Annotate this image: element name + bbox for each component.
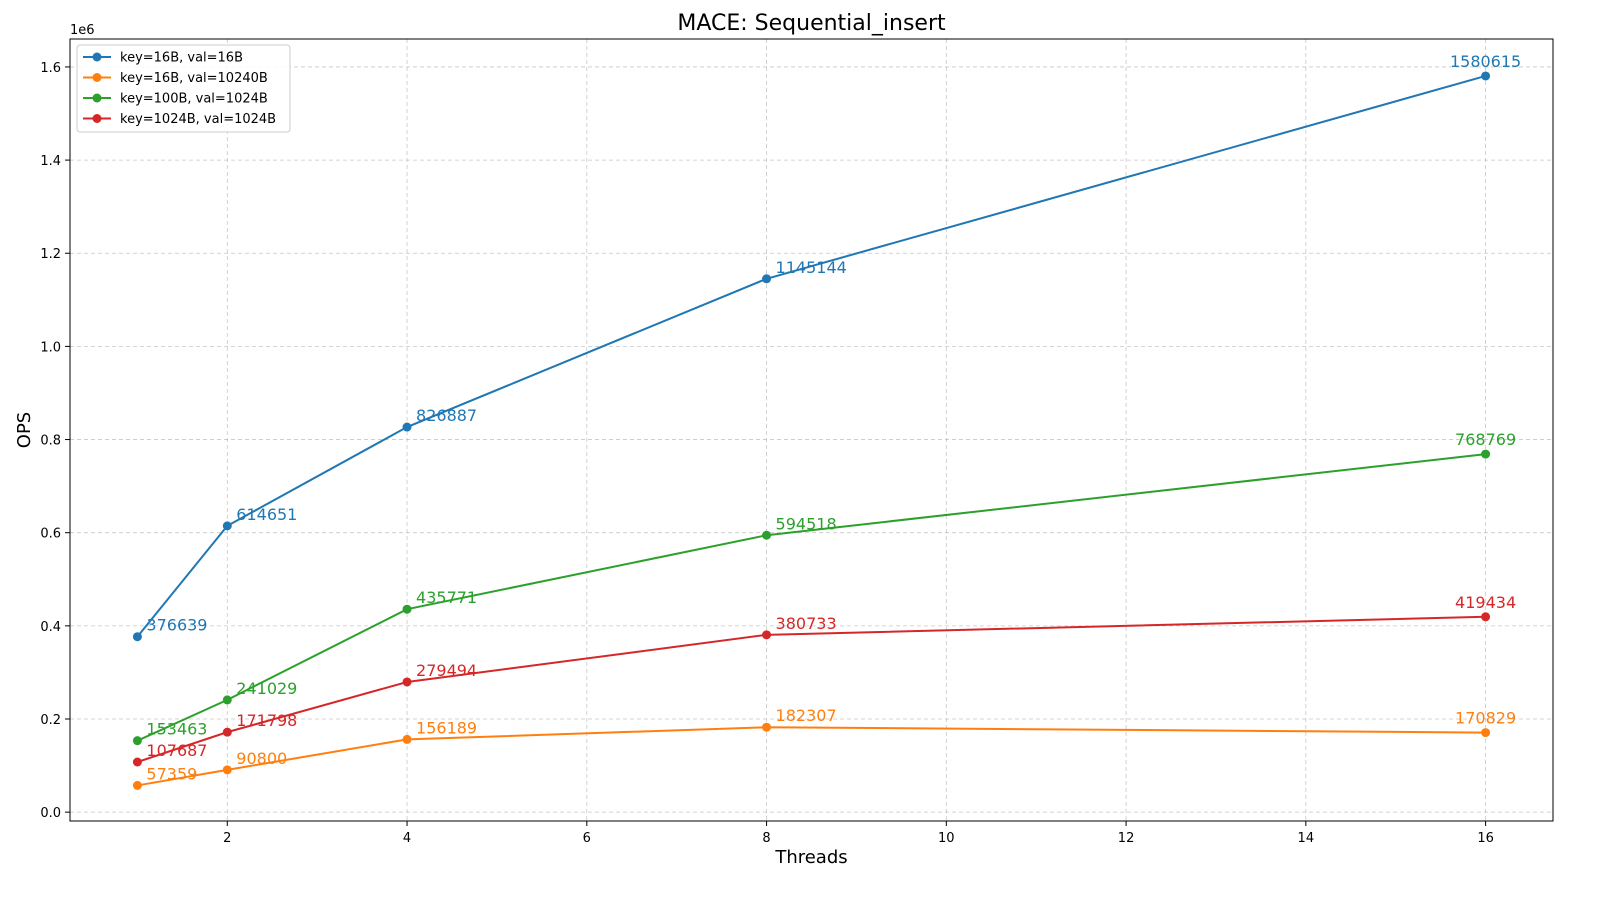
data-label: 826887 <box>416 406 477 425</box>
legend-label: key=1024B, val=1024B <box>120 112 276 127</box>
data-label: 153463 <box>146 720 207 739</box>
y-tick-label: 1.2 <box>40 247 61 262</box>
data-point <box>132 632 142 642</box>
data-point <box>222 521 232 531</box>
y-axis-offset-text: 1e6 <box>70 23 95 38</box>
data-label: 419434 <box>1455 593 1516 612</box>
y-tick-label: 1.0 <box>40 340 61 355</box>
data-label: 376639 <box>146 616 207 635</box>
data-point <box>762 722 772 732</box>
data-point <box>1481 449 1491 459</box>
series-1: 57359 90800 156189 182307 170829 <box>132 706 1516 790</box>
data-point <box>222 765 232 775</box>
x-tick-label: 14 <box>1298 831 1315 846</box>
legend-marker <box>92 114 102 123</box>
data-label: 182307 <box>776 706 837 725</box>
data-label: 380733 <box>776 614 837 633</box>
data-point <box>402 677 412 687</box>
y-axis-label: OPS <box>14 412 35 448</box>
legend-label: key=100B, val=1024B <box>120 92 268 107</box>
data-label: 107687 <box>146 741 207 760</box>
data-label: 170829 <box>1455 709 1516 728</box>
data-label: 1580615 <box>1450 52 1521 71</box>
x-tick-label: 16 <box>1477 831 1494 846</box>
y-tick-label: 0.6 <box>40 527 61 542</box>
data-label: 241029 <box>236 679 297 698</box>
legend-box <box>76 44 291 133</box>
y-tick-label: 0.0 <box>40 806 61 821</box>
data-point <box>762 274 772 284</box>
x-tick-label: 10 <box>938 831 955 846</box>
plot-series: 376639 614651 826887 1145144 1580615 57359 908… <box>132 52 1521 790</box>
data-label: 1145144 <box>776 258 847 277</box>
data-label: 768769 <box>1455 430 1516 449</box>
legend-marker <box>92 73 102 82</box>
legend-marker <box>92 52 102 62</box>
data-point <box>132 757 142 767</box>
data-label: 57359 <box>146 764 197 783</box>
legend: key=16B, val=16B key=16B, val=10240B key=1… <box>76 44 291 133</box>
data-point <box>402 734 412 744</box>
x-tick-label: 8 <box>762 831 770 846</box>
x-tick-label: 2 <box>223 831 231 846</box>
y-tick-label: 0.4 <box>40 620 61 635</box>
series-line <box>137 615 1486 763</box>
chart-title: MACE: Sequential_insert <box>677 11 946 36</box>
data-point <box>1481 71 1491 81</box>
data-point <box>1481 728 1491 738</box>
legend-label: key=16B, val=10240B <box>120 71 268 86</box>
legend-item: key=1024B, val=1024B <box>83 112 276 127</box>
data-label: 171798 <box>236 711 297 730</box>
data-label: 594518 <box>776 514 837 533</box>
data-point <box>222 727 232 737</box>
data-point <box>132 780 142 790</box>
grid-lines <box>70 39 1553 821</box>
data-point <box>132 736 142 746</box>
legend-item: key=16B, val=16B <box>83 51 243 66</box>
legend-label: key=16B, val=16B <box>120 51 243 66</box>
legend-item: key=100B, val=1024B <box>83 92 268 107</box>
x-axis-label: Threads <box>774 847 847 868</box>
y-tick-label: 0.8 <box>40 434 61 449</box>
series-line <box>137 726 1486 787</box>
data-point <box>762 530 772 540</box>
x-tick-label: 4 <box>403 831 411 846</box>
data-label: 279494 <box>416 661 477 680</box>
series-3: 107687 171798 279494 380733 419434 <box>132 593 1516 767</box>
legend-item: key=16B, val=10240B <box>83 71 268 86</box>
data-label: 156189 <box>416 718 477 737</box>
series-line <box>136 453 1486 742</box>
data-point <box>762 630 772 640</box>
data-point <box>402 422 412 432</box>
y-tick-label: 0.2 <box>40 713 61 728</box>
plot-frame <box>69 38 1554 822</box>
data-point <box>222 695 232 705</box>
y-axis-ticks: 0.0 0.2 0.4 0.6 0.8 1.0 1.2 1.4 1.6 <box>40 61 70 821</box>
data-point <box>402 604 412 614</box>
legend-marker <box>92 93 102 103</box>
data-label: 435771 <box>416 588 477 607</box>
x-tick-label: 12 <box>1118 831 1135 846</box>
x-tick-label: 6 <box>583 831 591 846</box>
y-tick-label: 1.6 <box>40 61 61 76</box>
data-point <box>1481 612 1491 622</box>
series-2: 153463 241029 435771 594518 768769 <box>132 430 1516 746</box>
data-label: 614651 <box>236 505 297 524</box>
data-label: 90800 <box>236 749 287 768</box>
x-axis-ticks: 2 4 6 8 10 12 14 16 <box>223 821 1494 846</box>
series-0: 376639 614651 826887 1145144 1580615 <box>132 52 1521 642</box>
y-tick-label: 1.4 <box>40 154 61 169</box>
